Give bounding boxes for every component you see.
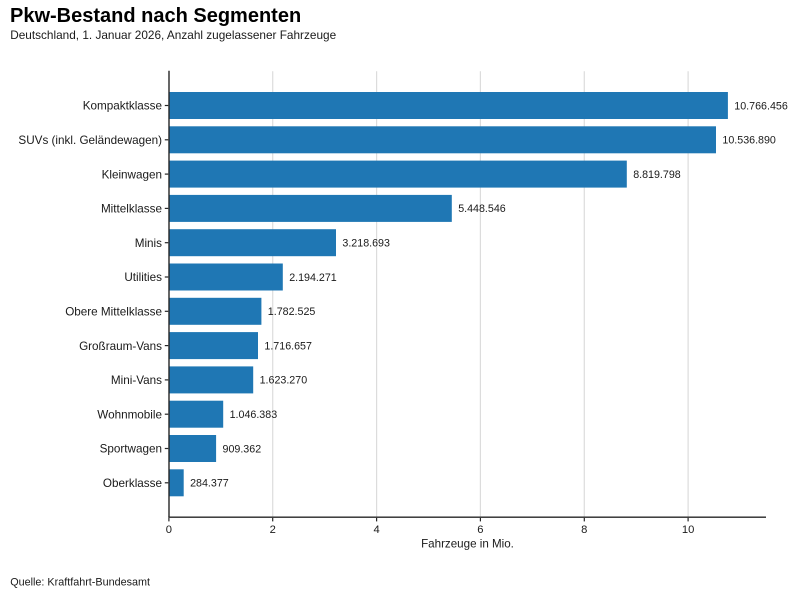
svg-text:4: 4 — [373, 524, 379, 536]
svg-text:909.362: 909.362 — [223, 443, 262, 455]
svg-text:Großraum-Vans: Großraum-Vans — [79, 340, 162, 353]
svg-text:10: 10 — [682, 524, 694, 536]
svg-text:6: 6 — [477, 524, 483, 536]
svg-text:1.716.657: 1.716.657 — [264, 340, 312, 352]
svg-text:Utilities: Utilities — [124, 271, 162, 284]
svg-text:Kleinwagen: Kleinwagen — [102, 168, 162, 181]
svg-text:Obere Mittelklasse: Obere Mittelklasse — [65, 306, 162, 319]
svg-text:1.623.270: 1.623.270 — [260, 375, 308, 387]
svg-text:Mini-Vans: Mini-Vans — [111, 374, 162, 387]
svg-text:Wohnmobile: Wohnmobile — [97, 408, 162, 421]
svg-text:2: 2 — [270, 524, 276, 536]
svg-text:SUVs (inkl. Geländewagen): SUVs (inkl. Geländewagen) — [18, 134, 162, 147]
svg-text:Fahrzeuge in Mio.: Fahrzeuge in Mio. — [421, 538, 514, 551]
svg-text:Deutschland, 1. Januar 2026, A: Deutschland, 1. Januar 2026, Anzahl zuge… — [10, 28, 336, 42]
svg-text:1.046.383: 1.046.383 — [230, 409, 278, 421]
svg-text:10.536.890: 10.536.890 — [722, 135, 776, 147]
svg-text:Quelle: Kraftfahrt-Bundesamt: Quelle: Kraftfahrt-Bundesamt — [10, 576, 150, 588]
svg-text:Minis: Minis — [135, 237, 162, 250]
svg-text:2.194.271: 2.194.271 — [289, 272, 337, 284]
svg-text:8: 8 — [581, 524, 587, 536]
svg-text:10.766.456: 10.766.456 — [734, 100, 788, 112]
svg-text:5.448.546: 5.448.546 — [458, 203, 506, 215]
svg-text:0: 0 — [166, 524, 172, 536]
svg-text:8.819.798: 8.819.798 — [633, 169, 681, 181]
svg-text:Mittelklasse: Mittelklasse — [101, 203, 162, 216]
svg-text:1.782.525: 1.782.525 — [268, 306, 316, 318]
svg-text:3.218.693: 3.218.693 — [342, 238, 390, 250]
svg-text:Kompaktklasse: Kompaktklasse — [83, 100, 162, 113]
svg-text:Sportwagen: Sportwagen — [100, 443, 162, 456]
svg-text:Pkw-Bestand nach Segmenten: Pkw-Bestand nach Segmenten — [10, 5, 301, 27]
svg-text:284.377: 284.377 — [190, 478, 229, 490]
svg-text:Oberklasse: Oberklasse — [103, 477, 162, 490]
